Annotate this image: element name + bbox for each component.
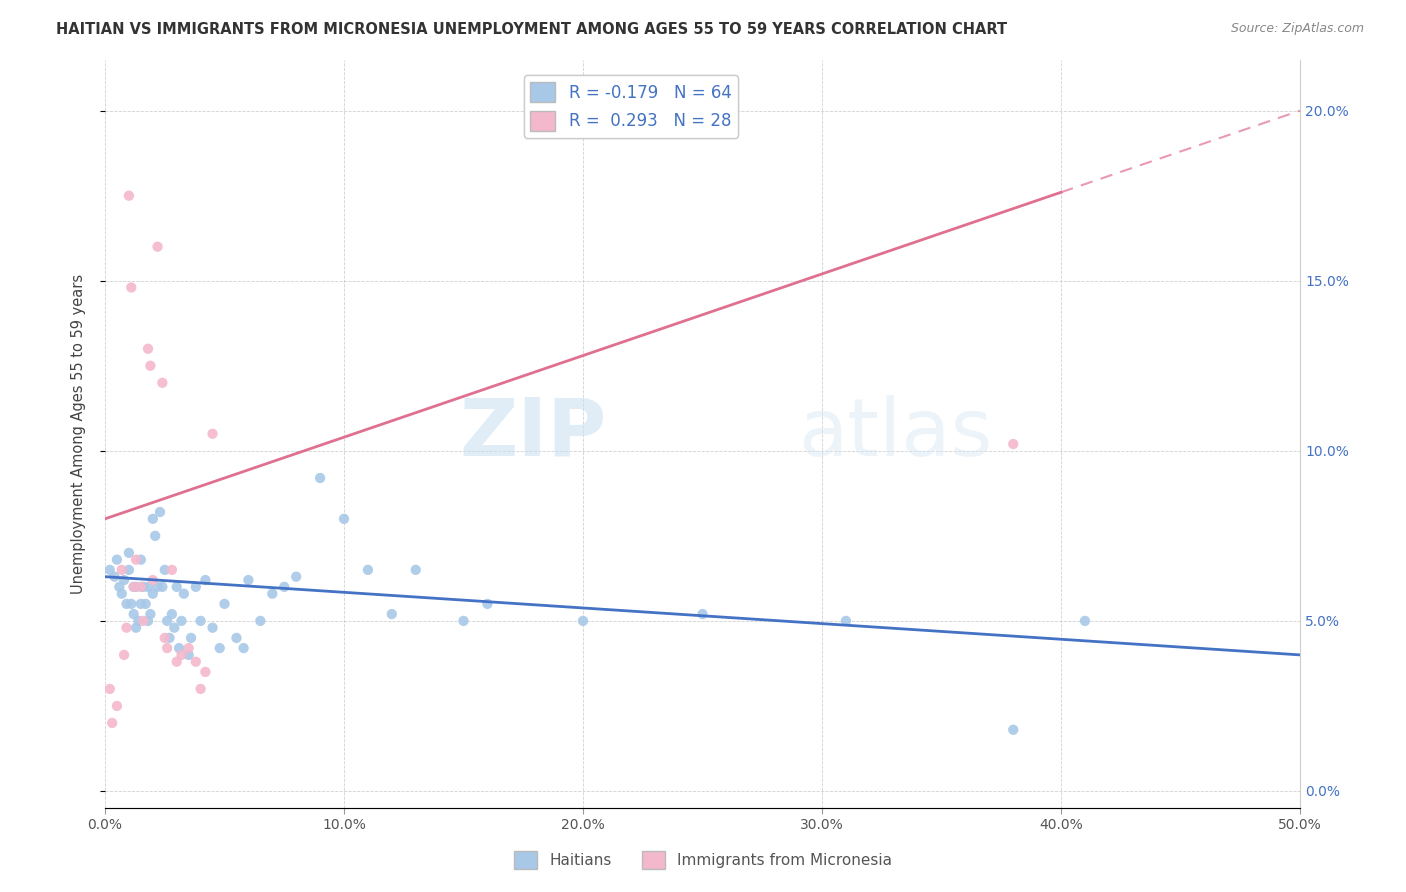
Point bbox=[122, 607, 145, 621]
Point bbox=[180, 631, 202, 645]
Point bbox=[105, 552, 128, 566]
Point bbox=[112, 573, 135, 587]
Point bbox=[273, 580, 295, 594]
Point bbox=[103, 569, 125, 583]
Point bbox=[477, 597, 499, 611]
Point bbox=[184, 580, 207, 594]
Point bbox=[572, 614, 595, 628]
Point bbox=[122, 580, 145, 594]
Point bbox=[115, 621, 138, 635]
Point bbox=[163, 621, 186, 635]
Point bbox=[194, 665, 217, 679]
Point bbox=[166, 655, 188, 669]
Point bbox=[166, 580, 188, 594]
Point bbox=[132, 580, 155, 594]
Point bbox=[129, 552, 152, 566]
Point bbox=[309, 471, 332, 485]
Text: Source: ZipAtlas.com: Source: ZipAtlas.com bbox=[1230, 22, 1364, 36]
Point bbox=[129, 580, 152, 594]
Point bbox=[333, 512, 356, 526]
Point bbox=[208, 641, 231, 656]
Point bbox=[142, 573, 165, 587]
Point bbox=[262, 587, 284, 601]
Point bbox=[136, 342, 159, 356]
Point bbox=[129, 597, 152, 611]
Point bbox=[146, 240, 169, 254]
Point bbox=[381, 607, 404, 621]
Point bbox=[232, 641, 254, 656]
Point bbox=[125, 552, 148, 566]
Point bbox=[285, 569, 308, 583]
Point bbox=[136, 580, 159, 594]
Point bbox=[249, 614, 271, 628]
Point bbox=[127, 614, 149, 628]
Point bbox=[122, 580, 145, 594]
Point bbox=[1002, 723, 1025, 737]
Point bbox=[112, 648, 135, 662]
Point bbox=[160, 607, 183, 621]
Point bbox=[156, 614, 179, 628]
Point bbox=[170, 648, 193, 662]
Point bbox=[115, 597, 138, 611]
Point bbox=[111, 563, 134, 577]
Point bbox=[159, 631, 181, 645]
Point bbox=[142, 587, 165, 601]
Point bbox=[184, 655, 207, 669]
Point bbox=[139, 359, 162, 373]
Y-axis label: Unemployment Among Ages 55 to 59 years: Unemployment Among Ages 55 to 59 years bbox=[72, 274, 86, 594]
Point bbox=[214, 597, 236, 611]
Point bbox=[1074, 614, 1097, 628]
Text: ZIP: ZIP bbox=[460, 395, 607, 473]
Point bbox=[190, 614, 212, 628]
Point bbox=[201, 621, 224, 635]
Point bbox=[98, 681, 121, 696]
Point bbox=[153, 631, 176, 645]
Point bbox=[105, 698, 128, 713]
Point bbox=[190, 681, 212, 696]
Point bbox=[160, 563, 183, 577]
Point bbox=[120, 280, 142, 294]
Text: atlas: atlas bbox=[799, 395, 993, 473]
Point bbox=[125, 621, 148, 635]
Legend: R = -0.179   N = 64, R =  0.293   N = 28: R = -0.179 N = 64, R = 0.293 N = 28 bbox=[523, 76, 738, 137]
Point bbox=[453, 614, 475, 628]
Point bbox=[125, 580, 148, 594]
Point bbox=[1002, 437, 1025, 451]
Point bbox=[142, 512, 165, 526]
Point bbox=[149, 505, 172, 519]
Point bbox=[150, 580, 173, 594]
Point bbox=[118, 563, 141, 577]
Point bbox=[153, 563, 176, 577]
Point bbox=[98, 563, 121, 577]
Point bbox=[357, 563, 380, 577]
Point bbox=[177, 648, 200, 662]
Point bbox=[146, 580, 169, 594]
Point bbox=[111, 587, 134, 601]
Point bbox=[177, 641, 200, 656]
Point bbox=[118, 546, 141, 560]
Point bbox=[139, 607, 162, 621]
Text: HAITIAN VS IMMIGRANTS FROM MICRONESIA UNEMPLOYMENT AMONG AGES 55 TO 59 YEARS COR: HAITIAN VS IMMIGRANTS FROM MICRONESIA UN… bbox=[56, 22, 1007, 37]
Point bbox=[405, 563, 427, 577]
Point bbox=[118, 188, 141, 202]
Point bbox=[150, 376, 173, 390]
Point bbox=[167, 641, 190, 656]
Point bbox=[120, 597, 142, 611]
Point bbox=[143, 529, 166, 543]
Point bbox=[692, 607, 714, 621]
Point bbox=[225, 631, 247, 645]
Point bbox=[136, 614, 159, 628]
Point bbox=[201, 426, 224, 441]
Point bbox=[238, 573, 260, 587]
Point bbox=[194, 573, 217, 587]
Point bbox=[101, 715, 124, 730]
Point bbox=[132, 614, 155, 628]
Point bbox=[135, 597, 157, 611]
Legend: Haitians, Immigrants from Micronesia: Haitians, Immigrants from Micronesia bbox=[508, 845, 898, 875]
Point bbox=[835, 614, 858, 628]
Point bbox=[173, 587, 195, 601]
Point bbox=[156, 641, 179, 656]
Point bbox=[170, 614, 193, 628]
Point bbox=[108, 580, 131, 594]
